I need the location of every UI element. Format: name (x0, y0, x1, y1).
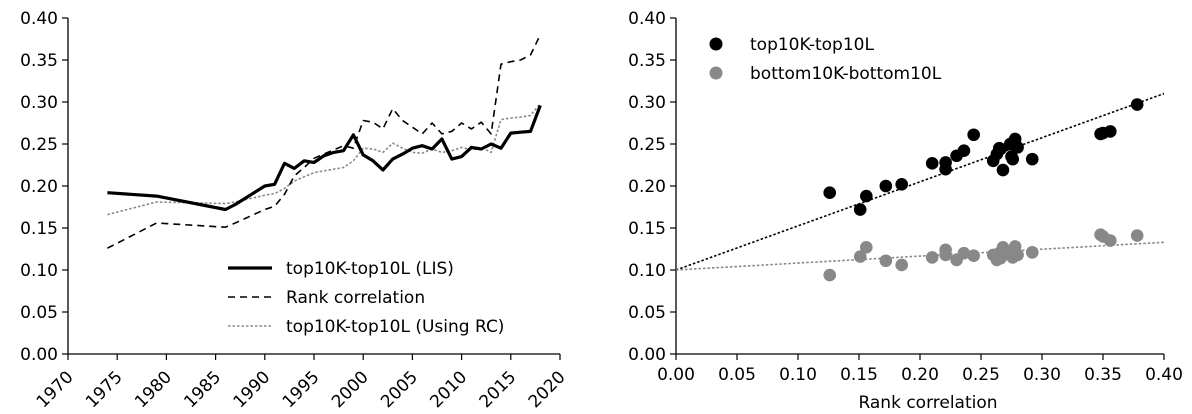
scatter-point-1 (823, 268, 837, 282)
y-tick-label: 0.35 (20, 51, 58, 71)
x-tick-label: 1970 (33, 367, 78, 412)
y-tick-label: 0.10 (20, 261, 58, 281)
scatter-point-0 (895, 178, 908, 191)
legend-label-0: top10K-top10L (LIS) (286, 259, 454, 279)
x-tick-label: 1990 (230, 367, 275, 412)
scatter-point-0 (967, 128, 980, 142)
scatter-point-0 (879, 179, 893, 193)
scatter-point-1 (925, 251, 939, 264)
series-line-0 (107, 104, 542, 212)
line-chart-panel: 0.00 0.05 0.10 0.15 0.20 0.25 0.30 0.35 0.40 1970… (20, 9, 569, 412)
x-tick-label: 0.15 (840, 365, 878, 385)
y-tick-label: 0.05 (20, 303, 58, 323)
scatter-point-0 (1011, 141, 1024, 154)
x-tick-label: 0.00 (657, 365, 695, 385)
x-tick-label: 0.10 (779, 365, 817, 385)
scatter-point-1 (939, 243, 952, 257)
legend-label-1: bottom10K-bottom10L (750, 64, 942, 84)
scatter-point-1 (879, 254, 893, 268)
fit-line-3 (675, 241, 1165, 271)
x-tick-label: 2010 (426, 367, 471, 412)
x-tick-label: 1985 (180, 367, 225, 412)
y-tick-label: 0.05 (628, 303, 666, 323)
x-tick-label: 0.40 (1145, 365, 1183, 385)
y-tick-label: 0.30 (20, 93, 58, 113)
scatter-point-0 (994, 142, 1007, 156)
x-axis-title: Rank correlation (858, 393, 997, 413)
legend-label-0: top10K-top10L (750, 35, 874, 55)
series-line-1 (107, 34, 542, 249)
x-tick-label: 2015 (476, 367, 521, 412)
fit-line-2 (675, 92, 1165, 271)
scatter-point-1 (967, 249, 980, 263)
scatter-point-0 (996, 163, 1010, 177)
scatter-point-1 (895, 258, 908, 272)
scatter-point-0 (1025, 152, 1039, 166)
y-tick-label: 0.00 (628, 345, 666, 365)
x-tick-label: 2005 (377, 367, 422, 412)
scatter-point-1 (1011, 248, 1024, 262)
x-tick-label: 1995 (279, 367, 324, 412)
y-tick-label: 0.20 (628, 177, 666, 197)
scatter-point-0 (1104, 125, 1117, 138)
y-tick-label: 0.15 (628, 219, 666, 239)
x-tick-label: 2000 (328, 367, 373, 412)
x-tick-label: 0.30 (1023, 365, 1061, 385)
scatter-point-1 (1025, 246, 1039, 259)
x-tick-label: 0.35 (1084, 365, 1122, 385)
y-tick-label: 0.10 (628, 261, 666, 281)
y-tick-label: 0.20 (20, 177, 58, 197)
y-tick-label: 0.30 (628, 93, 666, 113)
scatter-point-0 (1130, 98, 1144, 111)
x-tick-label: 1975 (82, 367, 127, 412)
y-tick-label: 0.40 (20, 9, 58, 29)
scatter-chart-panel: 0.00 0.05 0.10 0.15 0.20 0.25 0.30 0.35 0.40 0.00… (628, 9, 1183, 413)
legend-marker-0 (709, 37, 723, 51)
scatter-point-0 (853, 203, 867, 216)
scatter-point-0 (939, 162, 952, 176)
x-tick-label: 2020 (525, 367, 570, 412)
y-tick-label: 0.25 (628, 135, 666, 155)
x-tick-label: 0.25 (962, 365, 1000, 385)
legend-marker-1 (709, 66, 723, 80)
scatter-point-0 (860, 189, 873, 203)
x-tick-label: 1980 (131, 367, 176, 412)
y-tick-label: 0.25 (20, 135, 58, 155)
y-tick-label: 0.00 (20, 345, 58, 365)
scatter-point-1 (994, 251, 1007, 265)
x-tick-label: 0.20 (901, 365, 939, 385)
scatter-point-1 (860, 241, 873, 254)
scatter-point-0 (925, 157, 939, 170)
y-tick-label: 0.35 (628, 51, 666, 71)
x-tick-label: 0.05 (718, 365, 756, 385)
legend-label-1: Rank correlation (286, 288, 425, 308)
legend-label-2: top10K-top10L (Using RC) (286, 317, 504, 337)
scatter-point-1 (853, 250, 867, 263)
scatter-point-0 (1006, 152, 1020, 166)
y-tick-label: 0.40 (628, 9, 666, 29)
scatter-point-1 (1130, 229, 1144, 242)
series-line-2 (107, 103, 541, 216)
scatter-point-1 (957, 246, 971, 260)
y-tick-label: 0.15 (20, 219, 58, 239)
scatter-point-0 (823, 186, 837, 200)
scatter-point-0 (957, 144, 971, 158)
scatter-point-1 (1104, 234, 1117, 247)
